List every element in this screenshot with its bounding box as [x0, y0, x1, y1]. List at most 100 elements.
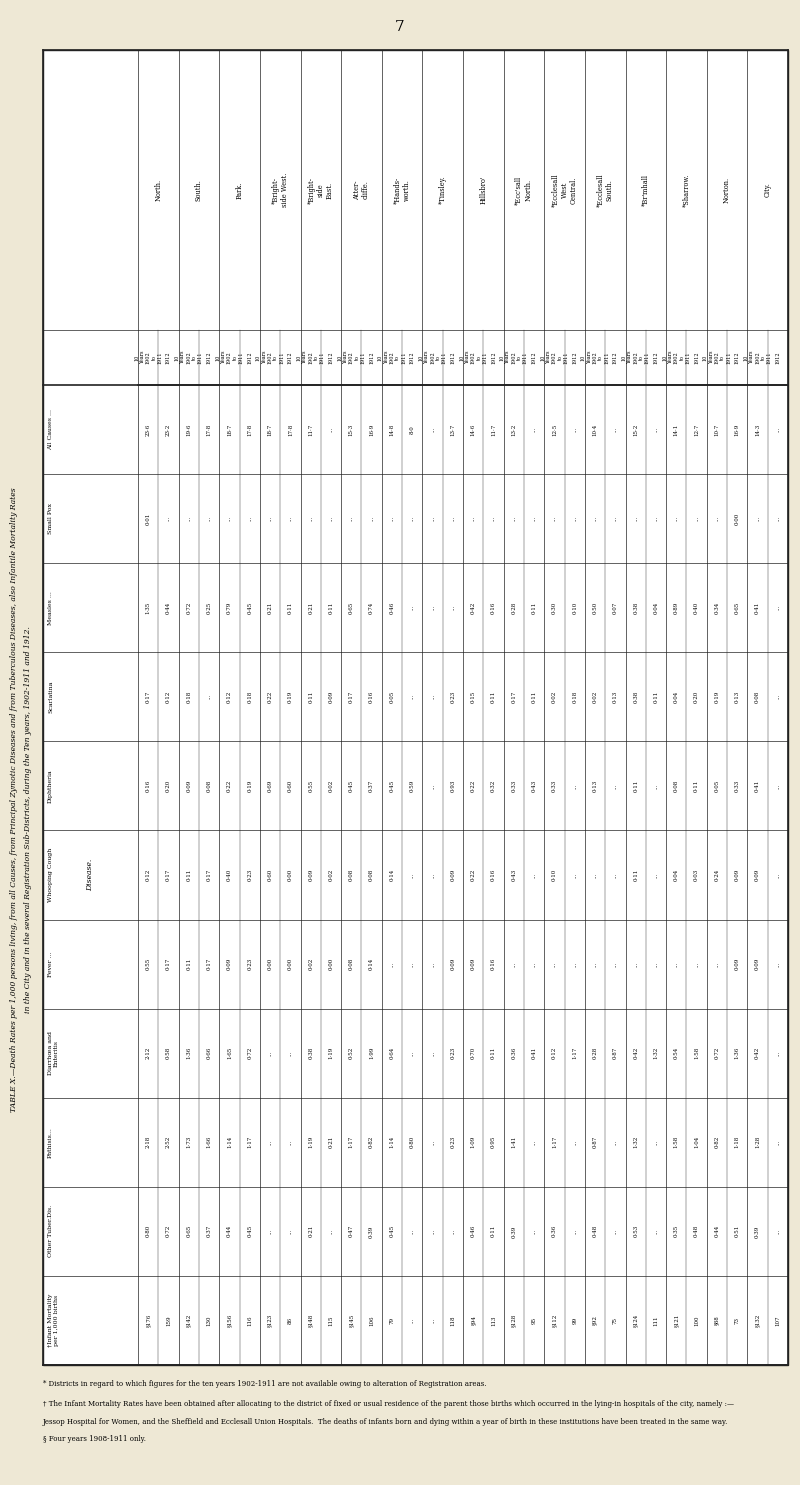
Text: ...: ... [613, 1139, 618, 1145]
Text: 1912: 1912 [734, 352, 740, 364]
Text: 0·43: 0·43 [511, 869, 516, 881]
Text: ...: ... [267, 1050, 273, 1056]
Text: 1912: 1912 [166, 352, 171, 364]
Text: 0·25: 0·25 [206, 601, 211, 613]
Text: ...: ... [349, 515, 354, 521]
Text: 0·00: 0·00 [734, 512, 740, 524]
Text: ...: ... [430, 515, 435, 521]
Text: 0·09: 0·09 [450, 958, 455, 970]
Text: 0·48: 0·48 [694, 1225, 699, 1237]
Text: 0·22: 0·22 [470, 780, 476, 792]
Text: ...: ... [410, 1228, 414, 1234]
Text: City.: City. [764, 183, 772, 198]
Text: 0·02: 0·02 [552, 691, 557, 702]
Text: 0·08: 0·08 [674, 780, 678, 792]
Text: 0·24: 0·24 [714, 869, 719, 881]
Text: ...: ... [531, 426, 537, 432]
Text: ...: ... [206, 515, 211, 521]
Text: 0·40: 0·40 [694, 601, 699, 613]
Text: ...: ... [410, 1050, 414, 1056]
Text: ...: ... [674, 515, 678, 521]
Text: ...: ... [450, 604, 455, 610]
Text: ...: ... [329, 1228, 334, 1234]
Text: 0·80: 0·80 [146, 1225, 150, 1237]
Text: 0·17: 0·17 [206, 958, 211, 970]
Text: 0·02: 0·02 [308, 958, 313, 970]
Text: 0·74: 0·74 [369, 601, 374, 613]
Text: ...: ... [430, 426, 435, 432]
Text: 10
Years
1902
to
1911: 10 Years 1902 to 1911 [459, 350, 487, 364]
Text: 0·39: 0·39 [755, 1225, 760, 1237]
Text: 106: 106 [369, 1316, 374, 1326]
Text: 0·16: 0·16 [491, 869, 496, 881]
Text: 0·11: 0·11 [694, 780, 699, 792]
Text: *Ecc'sall
North.: *Ecc'sall North. [515, 175, 533, 205]
Text: ...: ... [531, 515, 537, 521]
Text: 14·1: 14·1 [674, 423, 678, 435]
Text: 0·95: 0·95 [491, 1136, 496, 1148]
Text: 10
Years
1902
to
1911: 10 Years 1902 to 1911 [500, 350, 528, 364]
Text: 0·09: 0·09 [186, 780, 191, 792]
Text: ...: ... [572, 1139, 578, 1145]
Text: Disease.: Disease. [86, 858, 94, 891]
Text: 0·17: 0·17 [166, 869, 171, 881]
Text: 75: 75 [613, 1317, 618, 1325]
Text: 1912: 1912 [491, 352, 496, 364]
Text: 0·12: 0·12 [166, 691, 171, 702]
Text: 1·19: 1·19 [308, 1136, 313, 1148]
Text: 107: 107 [775, 1316, 780, 1326]
Text: ...: ... [775, 426, 780, 432]
Text: 1912: 1912 [531, 352, 537, 364]
Text: 0·47: 0·47 [349, 1225, 354, 1237]
Text: ...: ... [613, 872, 618, 878]
Text: ...: ... [613, 961, 618, 967]
Text: 0·82: 0·82 [369, 1136, 374, 1148]
Text: 1·19: 1·19 [329, 1047, 334, 1059]
Text: 0·36: 0·36 [552, 1225, 557, 1237]
Text: 0·08: 0·08 [755, 691, 760, 702]
Text: ...: ... [613, 783, 618, 789]
Text: Scarlatina: Scarlatina [48, 680, 53, 713]
Text: 0·18: 0·18 [572, 691, 578, 702]
Text: 18·7: 18·7 [227, 423, 232, 435]
Text: 0·41: 0·41 [755, 601, 760, 613]
Text: 0·45: 0·45 [247, 601, 252, 613]
Text: 16·9: 16·9 [369, 423, 374, 435]
Text: 0·02: 0·02 [329, 780, 334, 792]
Text: in the City and in the several Registration Sub-Districts, during the Ten years,: in the City and in the several Registrat… [24, 627, 32, 1013]
Text: 0·16: 0·16 [491, 601, 496, 613]
Text: 1·04: 1·04 [694, 1136, 699, 1148]
Text: ...: ... [267, 515, 273, 521]
Text: 0·09: 0·09 [227, 958, 232, 970]
Text: 0·19: 0·19 [247, 780, 252, 792]
Text: 11·7: 11·7 [308, 423, 313, 435]
Text: 1·17: 1·17 [572, 1047, 578, 1059]
Text: §128: §128 [511, 1314, 516, 1328]
Text: 1912: 1912 [288, 352, 293, 364]
Text: 0·23: 0·23 [450, 1136, 455, 1148]
Text: §176: §176 [146, 1314, 150, 1328]
Text: 0·43: 0·43 [531, 780, 537, 792]
Text: 15·2: 15·2 [633, 423, 638, 435]
Text: ...: ... [531, 872, 537, 878]
Text: ...: ... [633, 515, 638, 521]
Text: 0·00: 0·00 [267, 958, 273, 970]
Text: 0·11: 0·11 [186, 869, 191, 881]
Text: ...: ... [470, 515, 476, 521]
Bar [43, 50, 788, 1365]
Text: 12·5: 12·5 [552, 423, 557, 435]
Text: ...: ... [775, 961, 780, 967]
Text: 0·69: 0·69 [267, 780, 273, 792]
Text: 0·17: 0·17 [166, 958, 171, 970]
Text: ...: ... [593, 515, 598, 521]
Text: 1912: 1912 [694, 352, 699, 364]
Text: ...: ... [714, 961, 719, 967]
Text: †Infant Mortality
per 1,000 births: †Infant Mortality per 1,000 births [48, 1293, 59, 1347]
Text: ...: ... [410, 961, 414, 967]
Text: 17·8: 17·8 [247, 423, 252, 435]
Text: † The Infant Mortality Rates have been obtained after allocating to the district: † The Infant Mortality Rates have been o… [43, 1400, 734, 1408]
Text: 1·36: 1·36 [186, 1047, 191, 1059]
Text: 1912: 1912 [410, 352, 414, 364]
Text: 0·03: 0·03 [694, 869, 699, 881]
Text: 0·21: 0·21 [308, 601, 313, 613]
